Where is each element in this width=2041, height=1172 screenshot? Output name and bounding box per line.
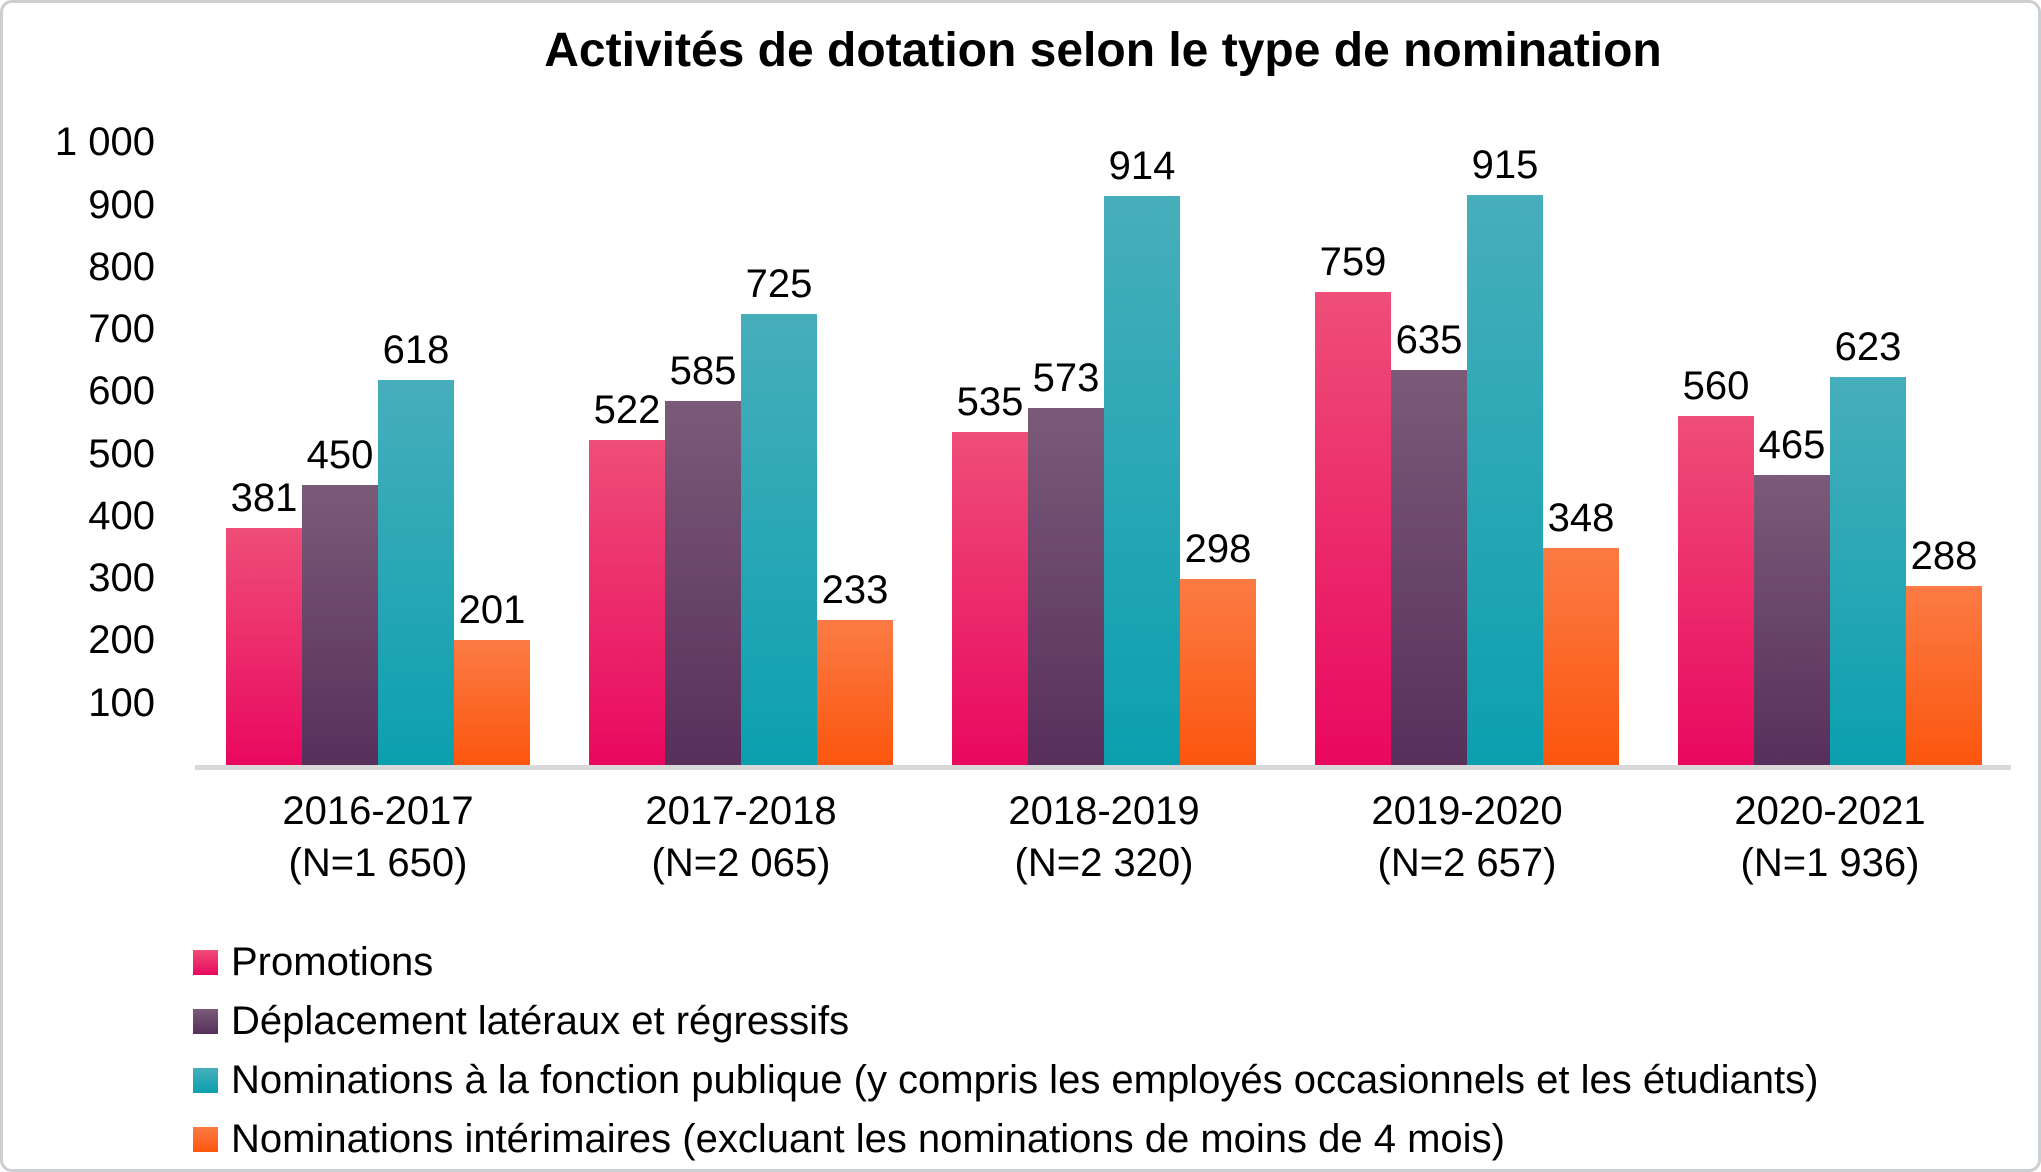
- x-axis-category-label: 2017-2018 (N=2 065): [576, 785, 906, 889]
- bar: [952, 432, 1028, 765]
- bar-value-label: 585: [669, 349, 737, 393]
- bar-value-label: 298: [1184, 527, 1252, 571]
- bar-value-label: 201: [458, 588, 526, 632]
- y-axis-tick-label: 700: [88, 307, 155, 352]
- category-year: 2020-2021: [1734, 789, 1926, 833]
- legend-item: Promotions: [193, 933, 1818, 992]
- legend-label: Déplacement latéraux et régressifs: [231, 999, 850, 1043]
- legend-item: Nominations intérimaires (excluant les n…: [193, 1110, 1818, 1169]
- category-sample-size: (N=2 320): [1014, 841, 1194, 885]
- legend-swatch-icon: [193, 950, 218, 975]
- category-year: 2018-2019: [1008, 789, 1200, 833]
- category-sample-size: (N=2 657): [1377, 841, 1557, 885]
- category-sample-size: (N=1 650): [288, 841, 468, 885]
- bar-value-label: 573: [1032, 356, 1100, 400]
- bar: [741, 314, 817, 765]
- y-axis-tick-label: 400: [88, 493, 155, 538]
- x-axis-category-label: 2020-2021 (N=1 936): [1665, 785, 1995, 889]
- bar-value-label: 381: [230, 476, 298, 520]
- legend-label: Promotions: [231, 940, 434, 984]
- bar: [1391, 370, 1467, 765]
- category-sample-size: (N=1 936): [1740, 841, 1920, 885]
- bar-value-label: 465: [1758, 423, 1826, 467]
- y-axis-tick-label: 300: [88, 556, 155, 601]
- bar-value-label: 914: [1108, 144, 1176, 188]
- y-axis-tick-label: 900: [88, 182, 155, 227]
- legend: Promotions Déplacement latéraux et régres…: [193, 933, 1818, 1169]
- bar-value-label: 522: [593, 388, 661, 432]
- x-axis-line: [195, 765, 2011, 770]
- bar: [1543, 548, 1619, 765]
- y-axis-tick-label: 1 000: [54, 120, 155, 165]
- bar-value-label: 725: [745, 262, 813, 306]
- x-axis-category-label: 2016-2017 (N=1 650): [213, 785, 543, 889]
- bar: [817, 620, 893, 765]
- y-axis-tick-label: 500: [88, 431, 155, 476]
- bar-value-label: 535: [956, 380, 1024, 424]
- legend-swatch-icon: [193, 1127, 218, 1152]
- category-year: 2019-2020: [1371, 789, 1563, 833]
- bar: [302, 485, 378, 765]
- bar: [1754, 475, 1830, 765]
- bar-value-label: 618: [382, 328, 450, 372]
- x-axis-category-label: 2019-2020 (N=2 657): [1302, 785, 1632, 889]
- y-axis-tick-label: 200: [88, 618, 155, 663]
- bar: [378, 380, 454, 765]
- bar: [1315, 292, 1391, 765]
- bar-value-label: 348: [1547, 496, 1615, 540]
- bar: [1467, 195, 1543, 765]
- bar-value-label: 233: [821, 568, 889, 612]
- x-axis-category-label: 2018-2019 (N=2 320): [939, 785, 1269, 889]
- category-year: 2016-2017: [282, 789, 474, 833]
- legend-label: Nominations intérimaires (excluant les n…: [231, 1117, 1505, 1161]
- bar: [1830, 377, 1906, 765]
- bar: [1104, 196, 1180, 765]
- category-sample-size: (N=2 065): [651, 841, 831, 885]
- bar-value-label: 623: [1834, 325, 1902, 369]
- category-year: 2017-2018: [645, 789, 837, 833]
- bar-value-label: 288: [1910, 534, 1978, 578]
- bar: [1028, 408, 1104, 765]
- legend-item: Nominations à la fonction publique (y co…: [193, 1051, 1818, 1110]
- bar: [1180, 579, 1256, 765]
- bar: [1906, 586, 1982, 765]
- bar: [226, 528, 302, 765]
- legend-swatch-icon: [193, 1068, 218, 1093]
- bar-value-label: 759: [1319, 240, 1387, 284]
- bar: [454, 640, 530, 765]
- chart-title: Activités de dotation selon le type de n…: [544, 24, 1662, 77]
- legend-label: Nominations à la fonction publique (y co…: [231, 1058, 1819, 1102]
- bar: [1678, 416, 1754, 765]
- bar-value-label: 560: [1682, 364, 1750, 408]
- bar-value-label: 450: [306, 433, 374, 477]
- y-axis-tick-label: 800: [88, 244, 155, 289]
- y-axis-tick-label: 100: [88, 680, 155, 725]
- y-axis-tick-label: 600: [88, 369, 155, 414]
- legend-swatch-icon: [193, 1009, 218, 1034]
- bar: [589, 440, 665, 765]
- legend-item: Déplacement latéraux et régressifs: [193, 992, 1818, 1051]
- bar-value-label: 635: [1395, 318, 1463, 362]
- bar-value-label: 915: [1471, 143, 1539, 187]
- bar: [665, 401, 741, 765]
